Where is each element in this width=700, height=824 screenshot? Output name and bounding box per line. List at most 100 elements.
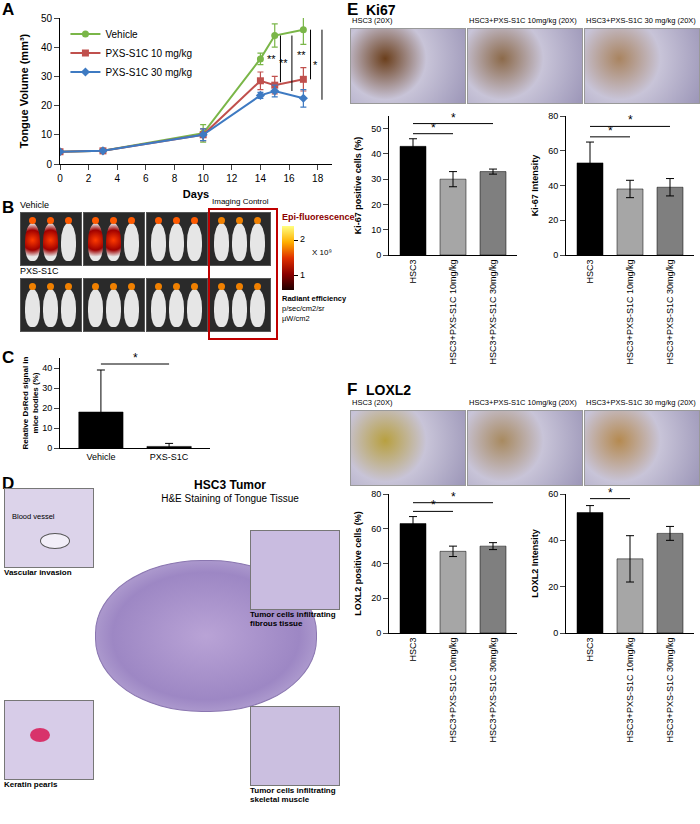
svg-text:20: 20 bbox=[371, 200, 381, 210]
html-text:PXS-S1C: PXS-S1C bbox=[20, 266, 59, 276]
svg-text:8: 8 bbox=[172, 173, 178, 184]
svg-text:HSC3+PXS-S1C 10mg/kg: HSC3+PXS-S1C 10mg/kg bbox=[448, 260, 458, 365]
svg-text:16: 16 bbox=[283, 173, 295, 184]
svg-text:20: 20 bbox=[548, 582, 558, 592]
svg-text:*: * bbox=[451, 111, 456, 125]
svg-text:0: 0 bbox=[46, 159, 52, 170]
svg-text:20: 20 bbox=[42, 403, 52, 413]
svg-text:HSC3: HSC3 bbox=[585, 638, 595, 662]
svg-text:Tongue Volume (mm³): Tongue Volume (mm³) bbox=[18, 33, 30, 148]
html-text:B: B bbox=[2, 198, 15, 217]
html-text:Vascular invasion: Vascular invasion bbox=[4, 568, 72, 577]
svg-text:HSC3+PXS-S1C 10mg/kg: HSC3+PXS-S1C 10mg/kg bbox=[448, 638, 458, 743]
svg-text:12: 12 bbox=[226, 173, 238, 184]
html-text:Imaging Control: Imaging Control bbox=[212, 197, 269, 206]
svg-text:10: 10 bbox=[42, 423, 52, 433]
svg-text:60: 60 bbox=[371, 524, 381, 534]
svg-text:HSC3: HSC3 bbox=[585, 260, 595, 284]
html-text:LOXL2: LOXL2 bbox=[366, 382, 412, 398]
svg-text:*: * bbox=[451, 490, 456, 504]
svg-text:HSC3+PXS-S1C 30mg/kg: HSC3+PXS-S1C 30mg/kg bbox=[665, 638, 675, 743]
html-text:D: D bbox=[2, 474, 15, 493]
html-text:Tumor cells infiltrating skele: Tumor cells infiltrating skeletal muscle bbox=[250, 786, 336, 804]
svg-text:50: 50 bbox=[371, 124, 381, 134]
svg-text:HSC3: HSC3 bbox=[408, 260, 418, 284]
svg-text:14: 14 bbox=[255, 173, 267, 184]
svg-text:2: 2 bbox=[86, 173, 92, 184]
html-text:E: E bbox=[347, 0, 359, 19]
svg-text:30: 30 bbox=[42, 383, 52, 393]
html-text:Keratin pearls: Keratin pearls bbox=[4, 780, 58, 789]
svg-text:0: 0 bbox=[57, 173, 63, 184]
svg-text:10: 10 bbox=[41, 129, 53, 140]
html-text:Tumor cells infiltrating fibro: Tumor cells infiltrating fibrous tissue bbox=[250, 610, 336, 628]
html-text:p/sec/cm2/sr: p/sec/cm2/sr bbox=[282, 304, 325, 313]
svg-text:0: 0 bbox=[376, 628, 381, 638]
svg-text:Ki-67 Intensity: Ki-67 Intensity bbox=[530, 155, 540, 217]
html-text:H&E Staining of Tongue Tissue: H&E Staining of Tongue Tissue bbox=[161, 493, 299, 504]
svg-text:HSC3+PXS-S1C 30mg/kg: HSC3+PXS-S1C 30mg/kg bbox=[488, 260, 498, 365]
svg-text:PXS-S1C 30 mg/kg: PXS-S1C 30 mg/kg bbox=[105, 67, 192, 78]
html-text:Ki67: Ki67 bbox=[366, 2, 396, 18]
svg-text:PXS-S1C 10 mg/kg: PXS-S1C 10 mg/kg bbox=[105, 48, 192, 59]
svg-text:10: 10 bbox=[371, 225, 381, 235]
svg-text:Ki-67 positive cells (%): Ki-67 positive cells (%) bbox=[353, 136, 363, 235]
svg-text:0: 0 bbox=[553, 628, 558, 638]
svg-text:HSC3: HSC3 bbox=[408, 638, 418, 662]
svg-text:40: 40 bbox=[42, 363, 52, 373]
svg-text:**: ** bbox=[267, 53, 276, 65]
html-text:F: F bbox=[347, 380, 358, 399]
svg-text:20: 20 bbox=[41, 100, 53, 111]
svg-text:*: * bbox=[431, 121, 436, 135]
html-text:Blood vessel: Blood vessel bbox=[12, 512, 55, 521]
svg-text:4: 4 bbox=[114, 173, 120, 184]
svg-text:30: 30 bbox=[371, 174, 381, 184]
svg-text:Relative DsRed signal inmice b: Relative DsRed signal inmice bodies (%) bbox=[21, 356, 40, 449]
svg-text:20: 20 bbox=[371, 593, 381, 603]
svg-text:Days: Days bbox=[183, 188, 209, 200]
svg-text:40: 40 bbox=[548, 181, 558, 191]
html-text:µW/cm2: µW/cm2 bbox=[282, 314, 310, 323]
html-text:X 10⁹: X 10⁹ bbox=[312, 248, 332, 257]
svg-text:Vehicle: Vehicle bbox=[105, 29, 138, 40]
svg-text:60: 60 bbox=[548, 146, 558, 156]
svg-text:HSC3+PXS-S1C 30mg/kg: HSC3+PXS-S1C 30mg/kg bbox=[665, 260, 675, 365]
svg-text:0: 0 bbox=[376, 250, 381, 260]
svg-text:10: 10 bbox=[198, 173, 210, 184]
svg-text:40: 40 bbox=[371, 149, 381, 159]
svg-text:**: ** bbox=[297, 49, 306, 61]
html-text:C: C bbox=[2, 348, 15, 367]
svg-text:LOXL2 Intensity: LOXL2 Intensity bbox=[530, 529, 540, 598]
html-text:A: A bbox=[2, 0, 15, 19]
html-text:Vehicle: Vehicle bbox=[20, 200, 49, 210]
svg-text:PXS-S1C: PXS-S1C bbox=[150, 452, 189, 462]
svg-text:0: 0 bbox=[553, 250, 558, 260]
svg-text:40: 40 bbox=[548, 535, 558, 545]
svg-text:30: 30 bbox=[41, 71, 53, 82]
svg-text:Vehicle: Vehicle bbox=[86, 452, 115, 462]
html-text:Radiant efficiency: Radiant efficiency bbox=[282, 294, 347, 303]
svg-text:HSC3+PXS-S1C 10mg/kg: HSC3+PXS-S1C 10mg/kg bbox=[625, 260, 635, 365]
svg-text:18: 18 bbox=[312, 173, 324, 184]
html-text:Epi-fluorescence: Epi-fluorescence bbox=[282, 212, 355, 222]
svg-text:*: * bbox=[431, 498, 436, 512]
html-text:HSC3 Tumor: HSC3 Tumor bbox=[194, 478, 266, 492]
svg-text:HSC3+PXS-S1C 30mg/kg: HSC3+PXS-S1C 30mg/kg bbox=[488, 638, 498, 743]
svg-text:*: * bbox=[628, 113, 633, 127]
svg-text:6: 6 bbox=[143, 173, 149, 184]
svg-text:20: 20 bbox=[548, 215, 558, 225]
svg-text:HSC3+PXS-S1C 10mg/kg: HSC3+PXS-S1C 10mg/kg bbox=[625, 638, 635, 743]
svg-text:50: 50 bbox=[41, 13, 53, 24]
svg-text:60: 60 bbox=[548, 489, 558, 499]
svg-text:LOXL2 positive cells (%): LOXL2 positive cells (%) bbox=[353, 511, 363, 616]
svg-text:*: * bbox=[133, 351, 138, 365]
svg-text:*: * bbox=[608, 486, 613, 500]
svg-text:0: 0 bbox=[47, 443, 52, 453]
svg-text:40: 40 bbox=[41, 42, 53, 53]
svg-text:**: ** bbox=[279, 57, 288, 69]
svg-text:80: 80 bbox=[548, 111, 558, 121]
svg-text:80: 80 bbox=[371, 489, 381, 499]
svg-text:40: 40 bbox=[371, 559, 381, 569]
svg-text:*: * bbox=[608, 124, 613, 138]
svg-text:*: * bbox=[313, 59, 318, 71]
